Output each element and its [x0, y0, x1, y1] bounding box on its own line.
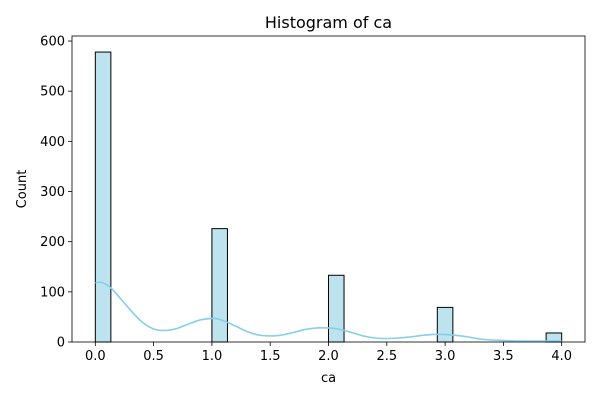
x-axis-label: ca: [321, 371, 336, 386]
chart-title: Histogram of ca: [265, 13, 392, 32]
y-axis-label: Count: [15, 170, 30, 209]
y-tick-label: 0: [57, 336, 65, 351]
y-tick-label: 600: [40, 35, 65, 50]
y-axis-ticks: 0 100 200 300 400 500 600: [40, 35, 72, 351]
kde-curve: [95, 281, 562, 342]
x-tick-label: 3.0: [435, 349, 456, 364]
x-tick-label: 1.0: [202, 349, 223, 364]
y-tick-label: 400: [40, 135, 65, 150]
x-tick-label: 2.5: [376, 349, 397, 364]
histogram-bar-3: [436, 306, 454, 343]
x-tick-label: 2.0: [318, 349, 339, 364]
x-axis-ticks: 0.0 0.5 1.0 1.5 2.0 2.5 3.0 3.5 4.0: [85, 342, 572, 364]
x-tick-label: 1.5: [260, 349, 281, 364]
x-tick-label: 4.0: [551, 349, 572, 364]
y-tick-label: 300: [40, 185, 65, 200]
y-tick-label: 200: [40, 235, 65, 250]
histogram-bar-1: [211, 228, 228, 343]
x-tick-label: 0.0: [85, 349, 106, 364]
x-tick-label: 0.5: [143, 349, 164, 364]
y-tick-label: 500: [40, 85, 65, 100]
y-tick-label: 100: [40, 285, 65, 300]
histogram-bar-0: [94, 51, 112, 343]
histogram-bars: [94, 51, 563, 343]
x-tick-label: 3.5: [493, 349, 514, 364]
histogram-bar-2: [328, 274, 345, 343]
